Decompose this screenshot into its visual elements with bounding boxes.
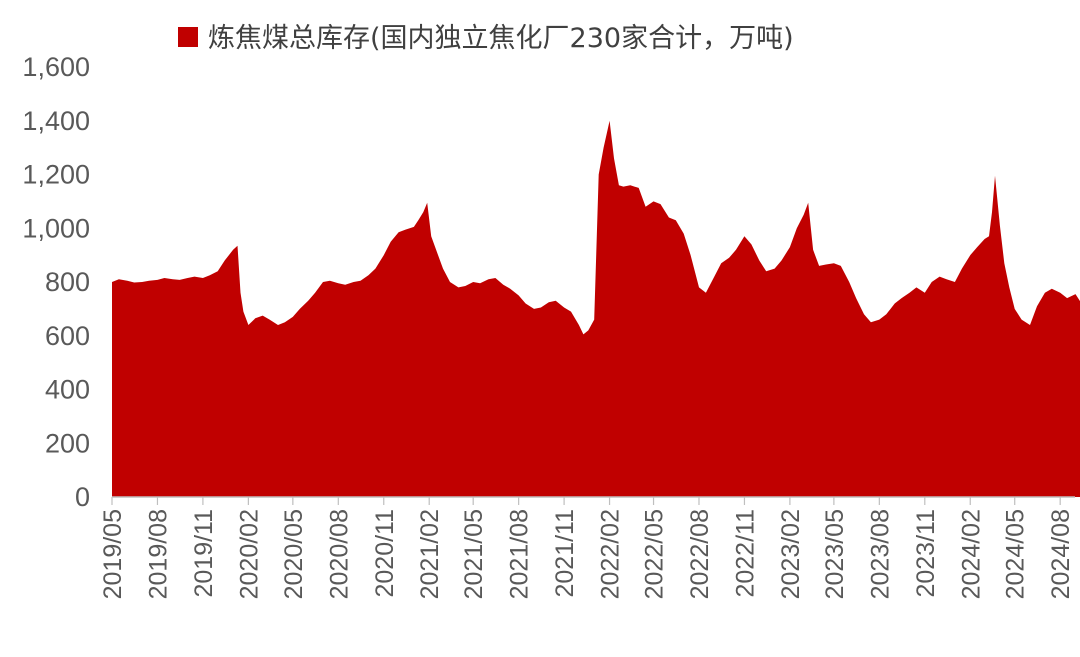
y-tick-label: 600	[45, 321, 90, 351]
x-tick-label: 2023/05	[821, 509, 849, 599]
x-tick-label: 2024/05	[1002, 509, 1030, 599]
x-tick-label: 2024/08	[1047, 509, 1075, 599]
x-tick-label: 2019/08	[144, 509, 172, 599]
x-tick-label: 2022/02	[597, 509, 625, 599]
x-tick-label: 2019/05	[99, 509, 127, 599]
y-tick-label: 200	[45, 428, 90, 458]
legend-swatch	[178, 27, 198, 47]
x-tick-label: 2021/05	[460, 509, 488, 599]
x-tick-label: 2022/05	[641, 509, 669, 599]
y-tick-label: 800	[45, 267, 90, 297]
y-tick-label: 0	[75, 482, 90, 512]
x-tick-label: 2020/02	[235, 509, 263, 599]
y-tick-label: 1,600	[22, 52, 90, 82]
x-axis: 2019/05 2019/08 2019/11 2020/02 2020/05 2020/…	[99, 496, 1075, 599]
x-tick-label: 2021/02	[416, 509, 444, 599]
x-tick-label: 2023/11	[912, 509, 940, 598]
y-tick-label: 1,000	[22, 213, 90, 243]
series-area-0	[112, 120, 1080, 497]
x-tick-label: 2021/08	[506, 509, 534, 599]
x-tick-label: 2023/02	[777, 509, 805, 599]
x-tick-label: 2019/11	[190, 509, 218, 598]
x-tick-label: 2020/08	[325, 509, 353, 599]
x-tick-label: 2022/11	[731, 509, 759, 598]
y-tick-label: 1,200	[22, 160, 90, 190]
legend-label: 炼焦煤总库存(国内独立焦化厂230家合计，万吨)	[208, 23, 794, 54]
x-tick-label: 2020/05	[280, 509, 308, 599]
y-axis: 0 200 400 600 800 1,000 1,200 1,400 1,600	[22, 52, 90, 512]
legend: 炼焦煤总库存(国内独立焦化厂230家合计，万吨)	[178, 23, 794, 54]
x-tick-label: 2020/11	[371, 509, 399, 598]
x-tick-label: 2024/02	[957, 509, 985, 599]
x-tick-label: 2023/08	[866, 509, 894, 599]
y-tick-label: 400	[45, 375, 90, 405]
y-tick-label: 1,400	[22, 106, 90, 136]
x-tick-label: 2021/11	[551, 509, 579, 598]
plot-area	[112, 120, 1080, 497]
x-tick-label: 2022/08	[686, 509, 714, 599]
